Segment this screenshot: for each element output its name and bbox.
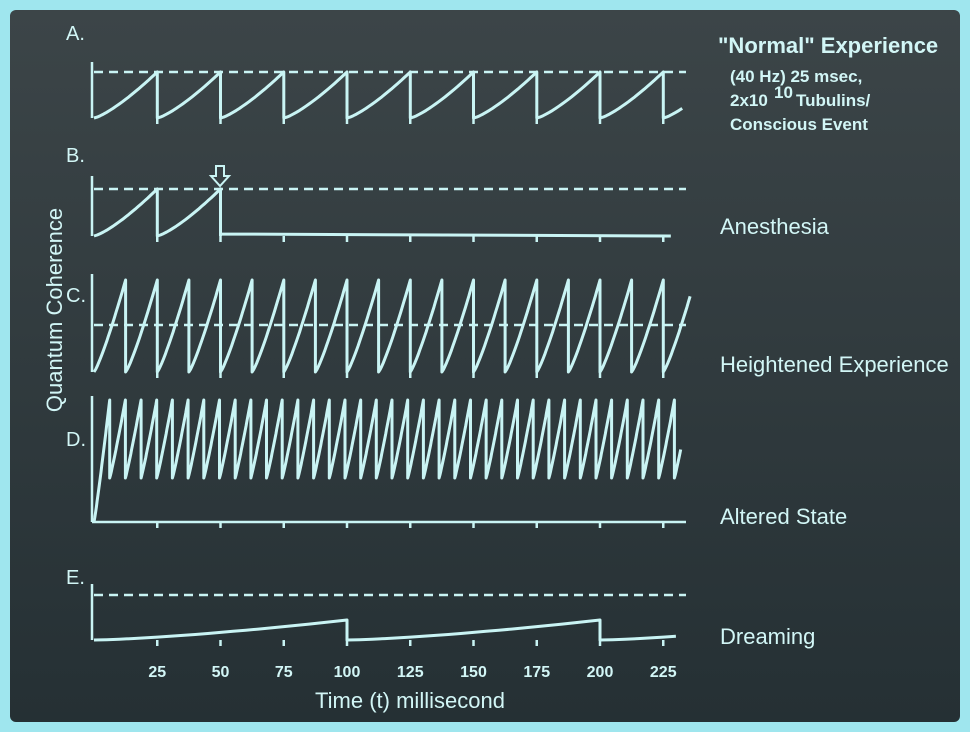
x-tick-label: 75: [275, 664, 293, 681]
x-tick-label: 100: [334, 664, 361, 681]
x-tick-label: 50: [212, 664, 230, 681]
waveforms: [90, 62, 692, 646]
panel-letter: B.: [66, 145, 85, 167]
panel-letter: D.: [66, 429, 86, 451]
panel-title: "Normal" Experience: [718, 33, 938, 58]
panel-label: Altered State: [720, 504, 847, 529]
panel-label: Dreaming: [720, 624, 815, 649]
x-tick-label: 225: [650, 664, 677, 681]
panel-letter: C.: [66, 285, 86, 307]
panel-note: 10: [774, 83, 793, 102]
wave: [92, 398, 683, 523]
wave: [93, 70, 684, 120]
wave: [92, 278, 692, 374]
x-axis-title: Time (t) millisecond: [315, 688, 505, 713]
wave: [93, 618, 676, 642]
panel-note: Conscious Event: [730, 115, 868, 134]
x-tick-label: 125: [397, 664, 424, 681]
panel-note: 2x10: [730, 91, 768, 110]
panel-note: (40 Hz) 25 msec,: [730, 67, 862, 86]
x-tick-label: 200: [587, 664, 614, 681]
x-tick-label: 175: [523, 664, 550, 681]
y-axis-label: Quantum Coherence: [42, 208, 67, 412]
x-tick-label: 150: [460, 664, 487, 681]
x-tick-label: 25: [148, 664, 166, 681]
panel-label: Anesthesia: [720, 214, 830, 239]
arrow: [208, 165, 232, 188]
panel-label: Heightened Experience: [720, 352, 949, 377]
panel-note: Tubulins/: [796, 91, 871, 110]
panel-letter: E.: [66, 567, 85, 589]
wave: [93, 187, 671, 238]
panel-letter: A.: [66, 23, 85, 45]
